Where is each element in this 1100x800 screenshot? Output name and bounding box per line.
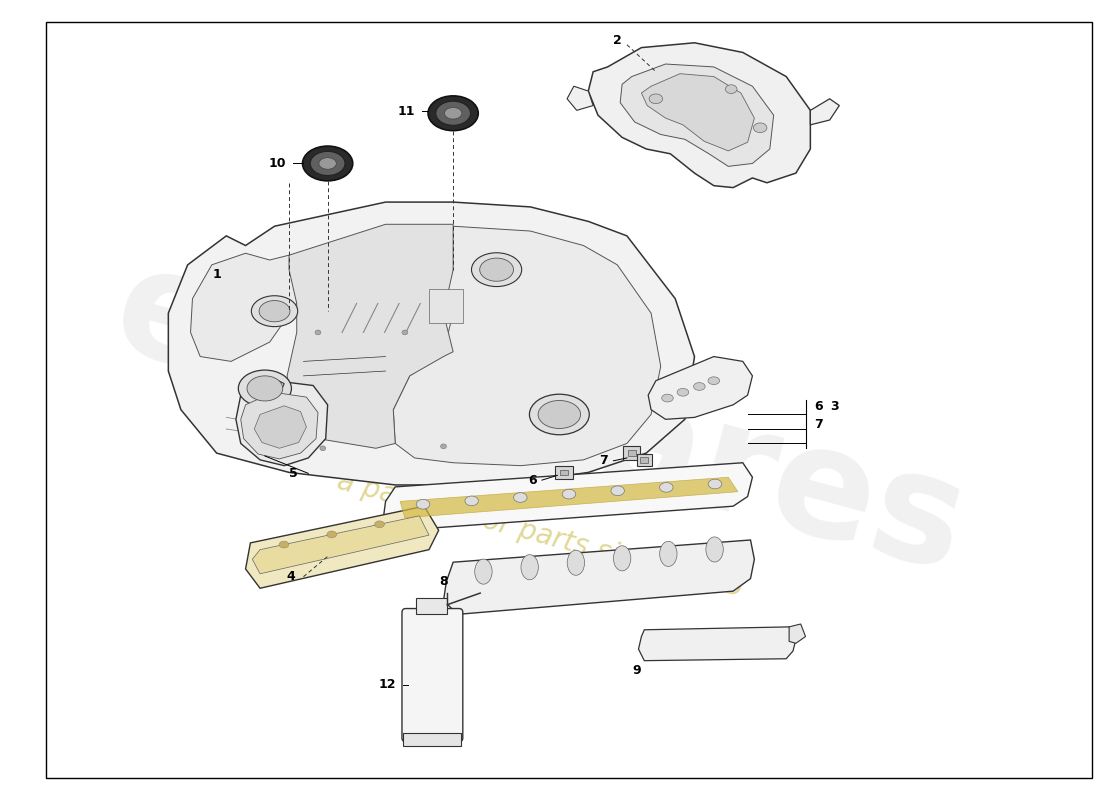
FancyBboxPatch shape bbox=[402, 609, 463, 742]
Polygon shape bbox=[252, 516, 429, 574]
Polygon shape bbox=[648, 357, 752, 419]
Ellipse shape bbox=[708, 377, 719, 385]
Polygon shape bbox=[560, 470, 568, 475]
Polygon shape bbox=[403, 733, 461, 746]
Ellipse shape bbox=[649, 94, 662, 104]
Ellipse shape bbox=[708, 479, 722, 489]
Polygon shape bbox=[623, 446, 640, 460]
Ellipse shape bbox=[480, 258, 514, 282]
Polygon shape bbox=[394, 226, 661, 466]
Polygon shape bbox=[640, 457, 648, 462]
Polygon shape bbox=[255, 378, 284, 398]
Ellipse shape bbox=[693, 382, 705, 390]
Ellipse shape bbox=[662, 394, 673, 402]
Polygon shape bbox=[190, 254, 299, 362]
Ellipse shape bbox=[327, 531, 337, 538]
Polygon shape bbox=[641, 74, 755, 151]
Ellipse shape bbox=[475, 559, 492, 584]
Ellipse shape bbox=[754, 123, 767, 133]
Polygon shape bbox=[400, 478, 738, 518]
Ellipse shape bbox=[614, 546, 630, 571]
Polygon shape bbox=[235, 381, 328, 466]
Polygon shape bbox=[245, 506, 439, 588]
Ellipse shape bbox=[660, 542, 676, 566]
Polygon shape bbox=[568, 86, 593, 110]
Ellipse shape bbox=[465, 496, 478, 506]
Ellipse shape bbox=[725, 85, 737, 94]
Ellipse shape bbox=[402, 330, 408, 335]
Polygon shape bbox=[287, 224, 453, 448]
Ellipse shape bbox=[260, 301, 290, 322]
Polygon shape bbox=[168, 202, 694, 485]
Ellipse shape bbox=[375, 521, 384, 528]
Polygon shape bbox=[620, 64, 773, 166]
Text: 1: 1 bbox=[212, 268, 221, 281]
Polygon shape bbox=[637, 454, 652, 466]
Ellipse shape bbox=[239, 370, 292, 406]
Text: euroPares: euroPares bbox=[99, 234, 981, 604]
Polygon shape bbox=[638, 627, 796, 661]
Polygon shape bbox=[811, 98, 839, 125]
Ellipse shape bbox=[538, 401, 581, 429]
Text: 2: 2 bbox=[613, 34, 621, 47]
Text: 8: 8 bbox=[439, 575, 448, 588]
Ellipse shape bbox=[529, 394, 590, 434]
Polygon shape bbox=[588, 42, 811, 188]
Ellipse shape bbox=[310, 151, 345, 175]
Text: 10: 10 bbox=[268, 157, 286, 170]
Ellipse shape bbox=[320, 446, 326, 450]
Polygon shape bbox=[241, 392, 318, 459]
Polygon shape bbox=[556, 466, 573, 479]
Polygon shape bbox=[789, 624, 805, 643]
Text: a passion for parts since 1985: a passion for parts since 1985 bbox=[333, 467, 746, 603]
Ellipse shape bbox=[568, 550, 584, 575]
Polygon shape bbox=[417, 598, 448, 614]
Ellipse shape bbox=[441, 444, 447, 449]
Ellipse shape bbox=[610, 486, 625, 495]
Ellipse shape bbox=[315, 330, 321, 335]
Polygon shape bbox=[384, 462, 752, 530]
Polygon shape bbox=[628, 450, 636, 456]
Text: 4: 4 bbox=[287, 570, 295, 583]
Ellipse shape bbox=[660, 482, 673, 492]
Text: 3: 3 bbox=[830, 400, 839, 414]
Text: 6: 6 bbox=[528, 474, 537, 486]
Ellipse shape bbox=[279, 541, 289, 548]
Ellipse shape bbox=[252, 296, 298, 326]
Text: 9: 9 bbox=[632, 664, 641, 677]
Polygon shape bbox=[429, 289, 463, 322]
Ellipse shape bbox=[521, 554, 538, 580]
Text: 7: 7 bbox=[814, 418, 823, 430]
Ellipse shape bbox=[319, 158, 337, 170]
Ellipse shape bbox=[302, 146, 353, 181]
Ellipse shape bbox=[444, 107, 462, 119]
Text: 7: 7 bbox=[600, 454, 608, 467]
Ellipse shape bbox=[706, 537, 724, 562]
Ellipse shape bbox=[428, 96, 478, 130]
Ellipse shape bbox=[472, 253, 521, 286]
Ellipse shape bbox=[562, 490, 575, 499]
Ellipse shape bbox=[678, 389, 689, 396]
Ellipse shape bbox=[248, 376, 283, 401]
Ellipse shape bbox=[514, 493, 527, 502]
Text: 6: 6 bbox=[814, 400, 823, 414]
Polygon shape bbox=[254, 406, 307, 448]
Polygon shape bbox=[443, 540, 755, 614]
Text: 5: 5 bbox=[289, 467, 298, 480]
Ellipse shape bbox=[416, 499, 430, 509]
Ellipse shape bbox=[436, 101, 471, 126]
Text: 11: 11 bbox=[398, 105, 416, 118]
Text: 12: 12 bbox=[378, 678, 396, 691]
